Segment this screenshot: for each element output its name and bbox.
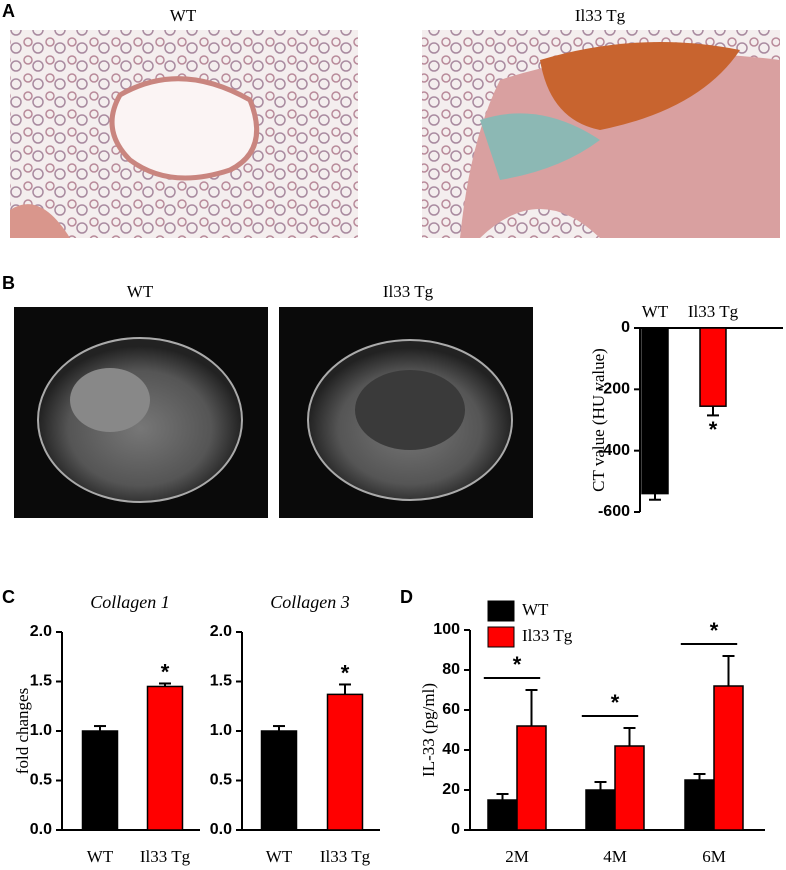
bar [585, 789, 616, 831]
y-tick-label: 0.5 [30, 772, 52, 789]
panel-label: A [2, 1, 15, 21]
panel-label: D [400, 587, 413, 607]
x-tick-label: WT [642, 302, 669, 321]
x-tick-label: 6M [702, 847, 726, 866]
histology-image [10, 30, 358, 238]
y-tick-label: 0.0 [30, 821, 52, 838]
y-tick-label: 0 [451, 821, 460, 838]
y-axis-label: fold changes [13, 688, 32, 774]
bar [260, 730, 298, 831]
y-tick-label: 100 [433, 621, 460, 638]
y-tick-label: 80 [442, 661, 460, 678]
significance: * [710, 618, 719, 643]
bar [487, 799, 518, 831]
y-tick-label: 2.0 [30, 623, 52, 640]
bar [713, 685, 744, 831]
image-title: Il33 Tg [383, 282, 434, 301]
y-tick-label: 1.5 [210, 673, 232, 690]
y-tick-label: 2.0 [210, 623, 232, 640]
bar [81, 730, 119, 831]
y-tick-label: 1.0 [30, 722, 52, 739]
significance: * [513, 652, 522, 677]
ct-image [279, 307, 533, 518]
y-tick-label: 40 [442, 741, 460, 758]
x-tick-label: 4M [603, 847, 627, 866]
bar [326, 693, 364, 831]
ct-image [14, 307, 268, 518]
y-tick-label: 20 [442, 781, 460, 798]
legend-swatch [487, 600, 515, 622]
bar [641, 327, 669, 495]
image-title: Il33 Tg [575, 6, 626, 25]
bar [699, 327, 727, 407]
x-tick-label: Il33 Tg [688, 302, 739, 321]
y-tick-label: 0.5 [210, 772, 232, 789]
chart-title: Collagen 3 [270, 592, 350, 612]
x-tick-label: 2M [505, 847, 529, 866]
histology-image [422, 30, 780, 239]
image-title: WT [127, 282, 154, 301]
x-tick-label: WT [266, 847, 293, 866]
significance: * [611, 690, 620, 715]
x-tick-label: WT [87, 847, 114, 866]
y-tick-label: -200 [598, 381, 630, 398]
image-title: WT [170, 6, 197, 25]
y-tick-label: -600 [598, 503, 630, 520]
x-tick-label: Il33 Tg [320, 847, 371, 866]
panel-label: C [2, 587, 15, 607]
y-tick-label: 1.5 [30, 673, 52, 690]
bar [614, 745, 645, 831]
legend-swatch [487, 626, 515, 648]
y-axis-label: CT value (HU value) [589, 348, 608, 492]
significance: * [341, 660, 350, 685]
bar [516, 725, 547, 831]
y-tick-label: 0 [621, 319, 630, 336]
y-axis-label: IL-33 (pg/ml) [419, 683, 438, 777]
significance: * [709, 417, 718, 442]
y-tick-label: 1.0 [210, 722, 232, 739]
y-tick-label: 0.0 [210, 821, 232, 838]
y-tick-label: -400 [598, 442, 630, 459]
x-tick-label: Il33 Tg [140, 847, 191, 866]
legend-label: Il33 Tg [522, 626, 573, 645]
chart-title: Collagen 1 [90, 592, 170, 612]
y-tick-label: 60 [442, 701, 460, 718]
bar [684, 779, 715, 831]
legend-label: WT [522, 600, 549, 619]
panel-label: B [2, 273, 15, 293]
bar [146, 685, 184, 831]
significance: * [161, 659, 170, 684]
